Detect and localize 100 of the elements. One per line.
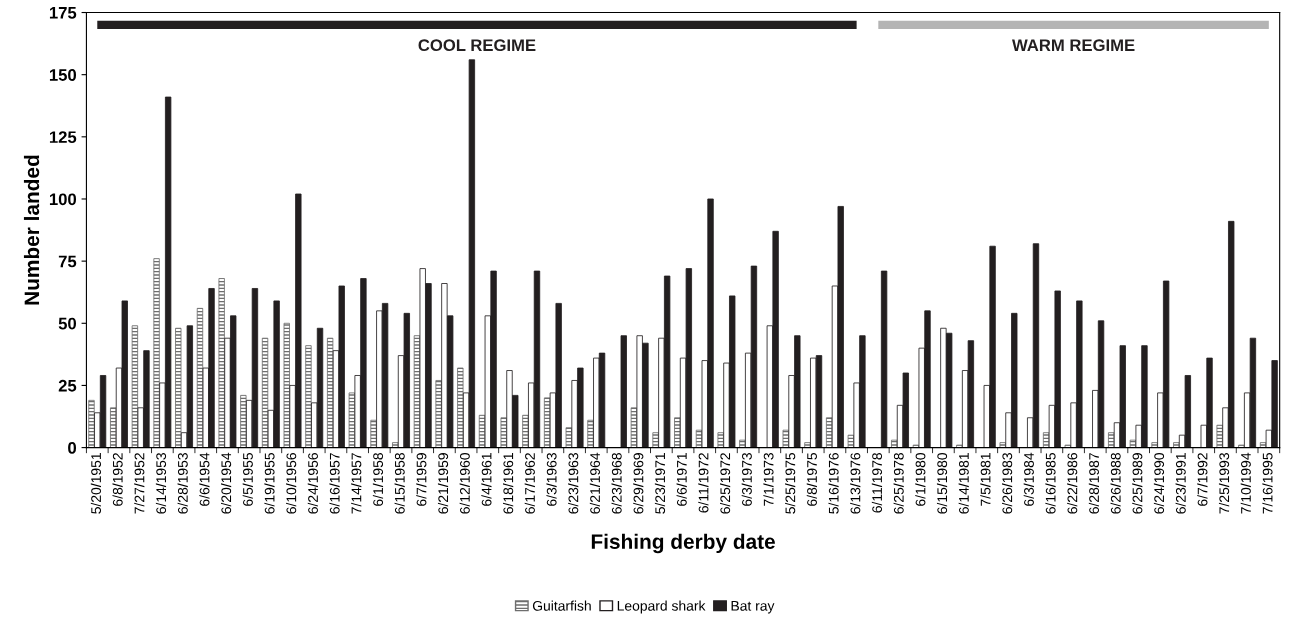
x-tick-label: 6/12/1960 [459, 452, 470, 514]
x-tick-label: 6/29/1969 [633, 453, 644, 514]
bar [88, 399, 95, 448]
legend-label: Bat ray [731, 601, 775, 614]
x-tick-label: 6/23/1963 [568, 453, 579, 514]
x-tick-label: 6/16/1985 [1045, 453, 1056, 514]
x-tick-label: 6/14/1981 [958, 453, 969, 514]
x-tick-label: 6/15/1980 [936, 452, 948, 514]
bar [880, 270, 888, 448]
x-tick-label: 6/7/1992 [1197, 453, 1208, 506]
x-tick-label: 7/1/1973 [763, 453, 774, 506]
x-tick-label: 6/15/1958 [394, 453, 405, 514]
bar [1151, 442, 1158, 448]
bar [674, 417, 681, 448]
bar [620, 335, 627, 448]
legend-label: Leopard shark [617, 600, 706, 614]
bar [1216, 424, 1223, 448]
x-tick-label: 7/27/1952 [134, 453, 145, 514]
bar [500, 417, 507, 448]
x-tick-label: 6/13/1976 [850, 453, 861, 514]
x-tick-label: 6/14/1953 [155, 453, 167, 514]
y-tick-label: 75 [58, 255, 77, 268]
y-tick-label: 175 [49, 7, 77, 19]
bar [326, 337, 334, 448]
x-tick-label: 6/8/1975 [806, 453, 817, 506]
x-tick-label: 6/23/1991 [1175, 453, 1186, 514]
bar [522, 414, 529, 448]
bar [891, 439, 898, 448]
x-tick-label: 5/16/1976 [828, 453, 839, 514]
bar [218, 278, 225, 448]
x-tick-label: 6/1/1980 [915, 452, 926, 506]
x-tick-label: 6/26/1983 [1002, 453, 1013, 514]
x-tick-label: 6/3/1973 [741, 453, 752, 506]
x-tick-label: 7/5/1981 [980, 453, 991, 506]
x-tick-label: 6/16/1957 [329, 453, 340, 514]
x-tick-label: 6/24/1990 [1153, 452, 1165, 514]
bar [565, 427, 572, 448]
bar [825, 417, 833, 448]
x-tick-label: 6/11/1972 [698, 453, 709, 513]
x-tick-label: 7/16/1995 [1262, 453, 1273, 514]
bar [240, 394, 247, 448]
bar [305, 345, 312, 448]
bar [1064, 444, 1071, 448]
y-tick-label: 25 [58, 379, 77, 392]
y-tick-label: 50 [58, 317, 77, 330]
x-axis-title: Fishing derby date [591, 533, 775, 554]
bar [1238, 444, 1245, 448]
x-tick-label: 6/6/1971 [676, 453, 687, 506]
bar [804, 442, 811, 448]
y-tick-label: 125 [49, 131, 77, 144]
bar [153, 258, 160, 448]
x-tick-label: 5/20/1951 [90, 453, 102, 514]
bar [652, 432, 659, 448]
x-tick-label: 6/8/1952 [112, 453, 123, 506]
x-tick-label: 5/25/1975 [785, 453, 796, 514]
x-tick-label: 6/25/1989 [1132, 453, 1143, 514]
y-tick-label: 150 [49, 69, 77, 81]
bar [392, 442, 399, 448]
bar [110, 407, 117, 448]
x-tick-label: 6/28/1953 [177, 453, 188, 514]
x-tick-label: 6/18/1961 [503, 453, 514, 514]
x-tick-label: 6/26/1988 [1110, 453, 1121, 514]
bar [348, 392, 356, 448]
bar [1108, 432, 1115, 448]
x-tick-label: 6/1/1958 [372, 453, 384, 506]
x-tick-label: 6/3/1984 [1023, 452, 1034, 506]
bar [457, 367, 464, 448]
bar [435, 380, 442, 448]
legend-label: Guitarfish [532, 600, 591, 611]
bar [283, 322, 290, 448]
x-tick-label: 6/22/1986 [1067, 453, 1078, 514]
x-tick-label: 6/25/1972 [719, 453, 731, 514]
x-tick-label: 7/10/1994 [1240, 452, 1251, 514]
x-tick-label: 6/5/1955 [242, 453, 253, 506]
x-tick-label: 6/20/1954 [220, 452, 232, 514]
x-tick-label: 6/11/1978 [871, 453, 883, 513]
x-tick-label: 6/21/1964 [589, 452, 600, 514]
y-tick-label: 0 [68, 441, 77, 454]
x-tick-label: 5/23/1971 [654, 453, 666, 514]
x-tick-label: 6/21/1959 [437, 453, 449, 514]
y-axis-title: Number landed [23, 155, 40, 305]
x-tick-label: 6/7/1959 [416, 453, 427, 506]
bar [370, 419, 377, 448]
bar [739, 439, 746, 448]
bar [1173, 442, 1180, 448]
bar [175, 327, 182, 448]
x-tick-label: 6/19/1955 [264, 453, 275, 514]
x-tick-label: 6/3/1963 [546, 453, 557, 506]
bar [587, 419, 594, 448]
x-tick-label: 6/6/1954 [199, 452, 210, 506]
x-tick-label: 6/4/1961 [481, 453, 492, 506]
bar [131, 325, 139, 448]
x-tick-label: 7/14/1957 [351, 453, 362, 514]
x-tick-label: 6/24/1956 [307, 453, 318, 514]
bar [717, 432, 724, 448]
annotation: COOL REGIME [418, 39, 536, 52]
bar [782, 429, 789, 448]
y-tick-label: 100 [49, 193, 77, 206]
bar [630, 407, 638, 448]
bar [1129, 439, 1137, 448]
